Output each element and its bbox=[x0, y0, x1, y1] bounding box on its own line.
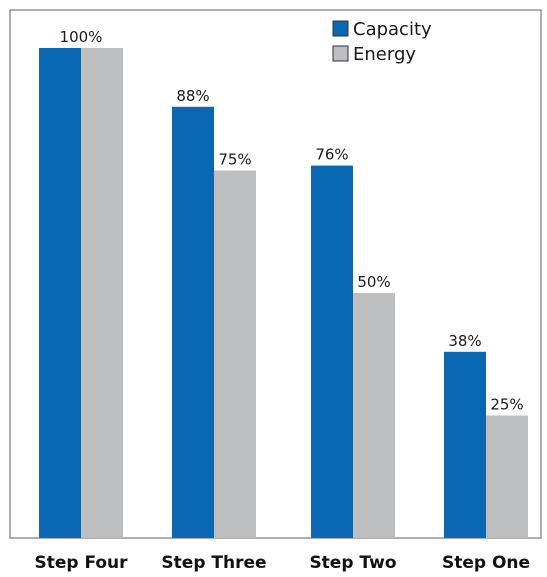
legend-label-capacity: Capacity bbox=[353, 19, 432, 40]
bar-capacity-step-three bbox=[172, 106, 214, 539]
category-label-step-two: Step Two bbox=[309, 553, 396, 573]
data-label-energy-step-three: 75% bbox=[218, 151, 251, 169]
bar-energy-step-one bbox=[486, 415, 528, 538]
data-label-capacity-step-three: 88% bbox=[176, 87, 209, 105]
bar-capacity-step-two bbox=[311, 165, 353, 538]
category-labels-group: Step Four Step Three Step Two Step One bbox=[34, 553, 530, 573]
legend-swatch-capacity bbox=[332, 20, 349, 37]
bar-capacity-step-four bbox=[39, 48, 81, 538]
data-labels-group: 100% 88% 75% 76% 50% 38% 25% bbox=[60, 28, 524, 414]
legend: Capacity Energy bbox=[332, 19, 432, 65]
bar-energy-step-two bbox=[353, 293, 395, 538]
data-label-energy-step-one: 25% bbox=[490, 396, 523, 414]
legend-label-energy: Energy bbox=[353, 44, 416, 65]
bar-capacity-step-one bbox=[444, 351, 486, 538]
category-label-step-three: Step Three bbox=[161, 553, 266, 573]
bar-energy-step-three bbox=[214, 170, 256, 538]
data-label-capacity-step-four: 100% bbox=[60, 28, 103, 46]
bar-energy-step-four bbox=[81, 48, 123, 538]
data-label-capacity-step-two: 76% bbox=[315, 146, 348, 164]
data-label-capacity-step-one: 38% bbox=[448, 332, 481, 350]
category-label-step-four: Step Four bbox=[34, 553, 128, 573]
data-label-energy-step-two: 50% bbox=[357, 273, 390, 291]
bars-group bbox=[39, 48, 528, 539]
category-label-step-one: Step One bbox=[442, 553, 530, 573]
legend-swatch-energy bbox=[332, 45, 349, 62]
plot-frame bbox=[9, 9, 542, 539]
